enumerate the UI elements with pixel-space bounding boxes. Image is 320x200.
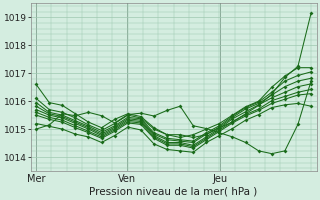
X-axis label: Pression niveau de la mer( hPa ): Pression niveau de la mer( hPa ) <box>90 187 258 197</box>
